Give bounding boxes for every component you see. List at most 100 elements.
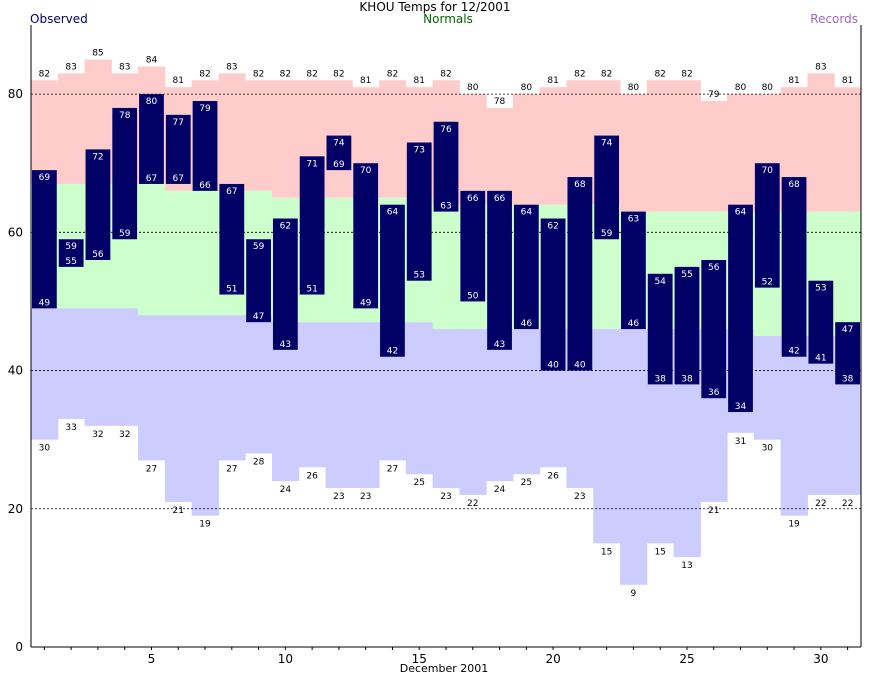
record-low-label: 21: [708, 506, 719, 516]
record-high-band: [807, 73, 835, 212]
record-low-label: 23: [333, 492, 344, 502]
record-high-label: 82: [280, 69, 291, 79]
observed-bar: [513, 204, 539, 330]
record-low-label: 13: [681, 561, 692, 571]
observed-low-label: 52: [762, 278, 773, 288]
record-high-label: 82: [387, 69, 398, 79]
observed-bar: [299, 156, 325, 295]
record-high-label: 82: [39, 69, 50, 79]
record-low-label: 28: [253, 457, 265, 467]
observed-bar: [594, 135, 620, 240]
observed-bar: [165, 114, 191, 184]
observed-low-label: 55: [65, 257, 76, 267]
record-high-label: 83: [119, 62, 130, 72]
record-low-label: 26: [547, 471, 559, 481]
observed-bars-layer: [32, 94, 860, 413]
record-low-band: [325, 322, 353, 489]
observed-bar: [406, 142, 432, 281]
record-high-label: 82: [440, 69, 451, 79]
record-high-band: [271, 80, 300, 198]
record-low-label: 27: [387, 464, 398, 474]
observed-bar: [58, 239, 84, 267]
record-high-label: 81: [788, 76, 799, 86]
record-low-band: [298, 322, 327, 468]
record-low-label: 21: [173, 506, 184, 516]
observed-high-label: 55: [681, 270, 692, 280]
record-low-band: [218, 315, 246, 461]
chart-title: KHOU Temps for 12/2001: [359, 0, 510, 14]
observed-high-label: 59: [65, 242, 77, 252]
observed-low-label: 41: [815, 354, 826, 364]
record-low-band: [191, 315, 219, 516]
observed-low-label: 36: [708, 388, 720, 398]
record-high-band: [673, 80, 701, 212]
observed-low-label: 49: [360, 298, 372, 308]
normal-band: [325, 197, 353, 323]
observed-low-label: 66: [199, 181, 211, 191]
observed-bar: [674, 266, 700, 385]
observed-high-label: 62: [280, 222, 291, 232]
record-low-label: 15: [654, 547, 665, 557]
record-high-band: [245, 80, 273, 191]
record-high-label: 81: [547, 76, 558, 86]
record-high-band: [727, 94, 755, 212]
observed-low-label: 38: [681, 374, 693, 384]
observed-high-label: 64: [735, 208, 747, 218]
observed-high-label: 70: [762, 166, 774, 176]
record-low-label: 19: [788, 520, 800, 530]
observed-high-label: 66: [467, 194, 479, 204]
record-high-band: [31, 80, 59, 184]
observed-low-label: 38: [654, 374, 666, 384]
observed-bar: [621, 211, 646, 330]
record-low-label: 19: [199, 520, 211, 530]
observed-bar: [246, 239, 271, 323]
observed-high-label: 66: [494, 194, 506, 204]
record-low-label: 30: [762, 444, 774, 454]
record-high-label: 80: [467, 83, 479, 93]
record-high-label: 83: [815, 62, 826, 72]
record-high-band: [486, 107, 514, 205]
observed-bar: [835, 322, 860, 385]
observed-low-label: 40: [547, 361, 559, 371]
observed-bar: [139, 94, 164, 184]
record-high-label: 80: [521, 83, 533, 93]
x-tick-label: 5: [148, 652, 156, 666]
record-low-band: [432, 329, 460, 489]
observed-high-label: 68: [574, 180, 586, 190]
observed-bar: [728, 204, 753, 413]
observed-bar: [540, 218, 566, 371]
observed-high-label: 56: [708, 263, 720, 273]
observed-low-label: 59: [119, 229, 131, 239]
observed-high-label: 78: [119, 111, 131, 121]
record-high-label: 83: [226, 62, 237, 72]
record-high-band: [218, 73, 246, 191]
x-tick-label: 10: [278, 652, 293, 666]
record-high-label: 82: [199, 69, 210, 79]
record-high-label: 84: [146, 55, 158, 65]
record-high-label: 82: [253, 69, 264, 79]
observed-high-label: 72: [92, 152, 103, 162]
observed-low-label: 50: [467, 291, 479, 301]
observed-high-label: 59: [253, 242, 265, 252]
observed-high-label: 70: [360, 166, 372, 176]
legend-observed: Observed: [30, 12, 88, 26]
record-low-label: 27: [146, 464, 157, 474]
record-low-label: 26: [306, 471, 318, 481]
x-tick-label: 20: [545, 652, 560, 666]
observed-high-label: 77: [173, 118, 184, 128]
observed-bar: [754, 163, 780, 288]
observed-high-label: 74: [333, 139, 345, 149]
x-axis-label: December 2001: [400, 662, 489, 675]
observed-low-label: 42: [788, 347, 799, 357]
observed-high-label: 63: [628, 215, 639, 225]
record-high-band: [646, 80, 675, 212]
observed-high-label: 69: [39, 173, 51, 183]
record-high-band: [512, 94, 541, 205]
record-low-band: [620, 329, 648, 585]
record-low-label: 31: [735, 437, 746, 447]
record-high-label: 81: [842, 76, 853, 86]
record-high-band: [539, 87, 567, 205]
observed-low-label: 69: [333, 160, 345, 170]
record-low-band: [245, 315, 273, 454]
